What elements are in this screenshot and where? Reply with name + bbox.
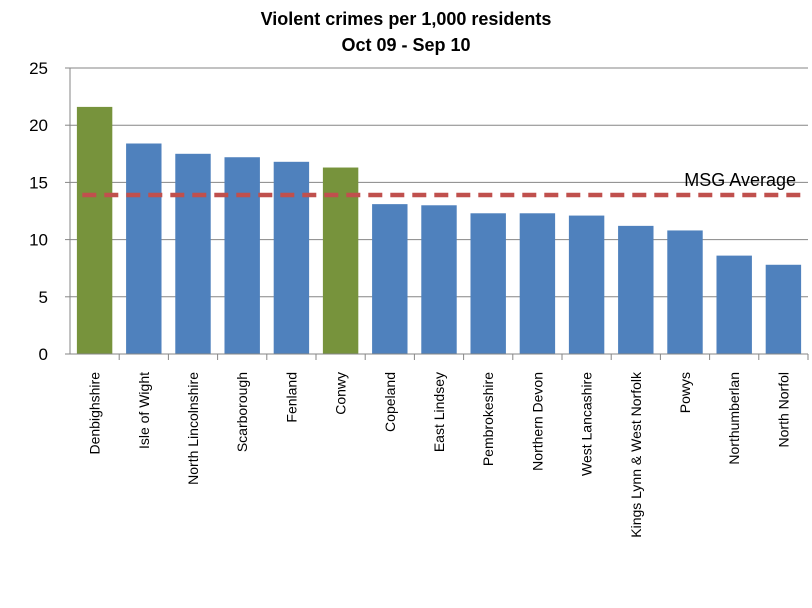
bar-3 — [224, 157, 260, 354]
category-label: Conwy — [333, 372, 349, 415]
y-tick-label: 15 — [29, 173, 48, 192]
category-label: Copeland — [382, 372, 398, 432]
category-label: Powys — [677, 372, 693, 413]
y-tick-label: 25 — [29, 59, 48, 78]
bar-9 — [519, 213, 556, 354]
category-label: Northumberlan — [726, 372, 742, 465]
chart-subtitle: Oct 09 - Sep 10 — [341, 35, 470, 55]
category-label: North Lincolnshire — [185, 372, 201, 485]
bar-2 — [175, 153, 211, 354]
average-label: MSG Average — [684, 170, 796, 190]
axes: 0 5 10 15 20 25 — [29, 59, 809, 364]
bar-4 — [273, 161, 310, 354]
average-line-group: MSG Average — [82, 170, 804, 198]
category-label: Isle of Wight — [136, 372, 152, 449]
category-label: North Norfol — [775, 372, 791, 447]
bar-14 — [765, 264, 802, 354]
bar-5 — [322, 167, 359, 354]
category-label: Fenland — [283, 372, 299, 423]
bar-11 — [618, 225, 654, 354]
category-label: West Lancashire — [579, 372, 595, 476]
bars — [76, 106, 802, 354]
category-label: Kings Lynn & West Norfolk — [628, 371, 644, 538]
category-label: Pembrokeshire — [480, 372, 496, 466]
bar-10 — [568, 215, 605, 354]
y-tick-label: 5 — [39, 288, 48, 307]
bar-0 — [76, 106, 113, 354]
bar-13 — [716, 255, 752, 354]
category-label: Northern Devon — [529, 372, 545, 471]
category-label: East Lindsey — [431, 372, 447, 452]
bar-12 — [667, 230, 703, 354]
bar-6 — [372, 204, 408, 354]
y-tick-label: 20 — [29, 116, 48, 135]
bar-7 — [421, 205, 457, 354]
bar-1 — [126, 143, 162, 354]
category-labels: Denbighshire Isle of Wight North Lincolnsh… — [87, 371, 792, 538]
y-tick-label: 0 — [39, 345, 48, 364]
chart-title: Violent crimes per 1,000 residents — [261, 9, 552, 29]
bar-8 — [470, 213, 506, 354]
y-tick-label: 10 — [29, 231, 48, 250]
category-label: Scarborough — [234, 372, 250, 452]
category-label: Denbighshire — [87, 372, 103, 455]
